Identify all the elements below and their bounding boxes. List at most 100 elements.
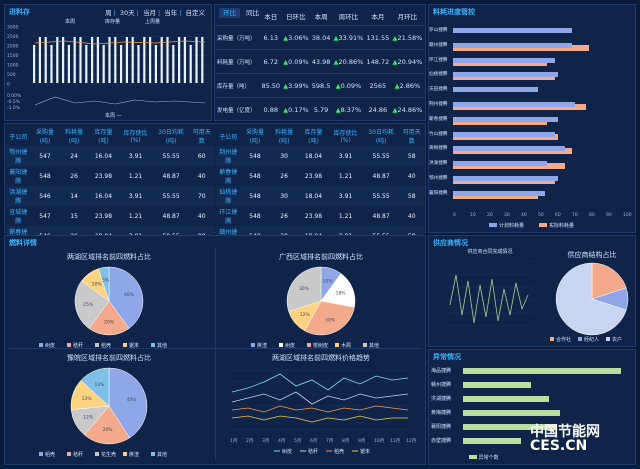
supplier-structure-pie: 供应商结构占比 合作社 经纪人 农户 <box>550 250 629 343</box>
table-row[interactable]: 蕲春捷腾 548 26 23.98 1.21 48.87 40 <box>216 166 424 186</box>
trend-bar <box>160 37 163 83</box>
progress-axis-tick: 40 <box>521 212 527 218</box>
trend-y-tick: 1500 <box>7 53 19 59</box>
company-name[interactable]: 仙桃捷腾 <box>216 186 241 206</box>
price-line-straw <box>231 391 409 405</box>
summary-cell-mr: ▲20.94% <box>390 49 424 74</box>
tab-30days[interactable]: 30天 <box>119 9 135 17</box>
trend-bar <box>137 45 140 83</box>
tab-week[interactable]: 周 <box>105 9 112 17</box>
pie-slice <box>108 266 144 329</box>
summary-cell-m: 148.72 <box>364 49 391 74</box>
summary-cell-wr: ▲20.86% <box>331 49 365 74</box>
up-arrow-icon: ▲ <box>392 33 398 42</box>
supplier-pie-title: 供应商结构占比 <box>568 250 617 259</box>
progress-plan-bar <box>453 146 566 152</box>
progress-actual-bar <box>453 163 566 170</box>
summary-row: 采购量（万吨） 6.13 ▲3.06% 38.04 ▲33.91% 131.55 ▲21.5… <box>216 25 424 50</box>
price-line-bark <box>231 373 409 393</box>
table-cell: 18.04 <box>298 186 329 206</box>
trend-bar <box>178 37 181 83</box>
table-cell: 548 <box>39 172 51 180</box>
table-header-cell: 可用天数 <box>402 129 421 145</box>
progress-company-label: 仙桃捷腾 <box>429 72 448 78</box>
table-cell: 30 <box>269 146 299 166</box>
trend-bar <box>33 45 36 83</box>
progress-actual-bar <box>453 104 586 110</box>
company-name[interactable]: 襄阳捷腾 <box>9 169 28 185</box>
trend-bar <box>172 45 175 83</box>
trend-bar <box>143 37 146 83</box>
compare-tabs: 环比 同比 <box>219 7 263 18</box>
price-legend-label: 锯末 <box>360 448 370 455</box>
summary-value: 库存量（吨） <box>217 83 251 90</box>
period-tabs: 周 | 30天 | 当月 | 当年 | 自定义 <box>105 9 206 17</box>
pie-legend-swatch <box>279 343 283 347</box>
company-name[interactable]: 环江捷腾 <box>219 209 238 225</box>
progress-title: 料耗进度管控 <box>433 8 475 16</box>
pie-slice <box>88 300 130 336</box>
table-header-cell: 子公司 <box>219 133 238 141</box>
tab-mom[interactable]: 环比 <box>219 8 240 18</box>
table-cell: 547 <box>30 146 60 166</box>
anomaly-company-label: 赣州捷腾 <box>431 382 452 388</box>
company-name[interactable]: 蕲春捷腾 <box>219 169 238 185</box>
tab-month[interactable]: 当月 <box>142 9 156 17</box>
table-cell: 1.21 <box>128 212 143 220</box>
summary-cell-d: 0.88 <box>260 97 282 121</box>
table-cell: 23.98 <box>304 172 323 180</box>
table-row[interactable]: 襄阳捷腾 548 26 23.98 1.21 48.87 40 <box>6 166 214 186</box>
summary-cell-dr: ▲0.09% <box>281 49 311 74</box>
table-cell: 3.91 <box>118 146 153 166</box>
tab-yoy[interactable]: 同比 <box>246 9 260 17</box>
legend-actual-label: 实际料耗量 <box>549 222 574 229</box>
progress-company-label: 黄梅捷腾 <box>429 146 448 152</box>
company-name[interactable]: 荆州捷腾 <box>216 146 241 166</box>
trend-bars <box>33 37 204 83</box>
pie-slice <box>80 367 110 407</box>
summary-cell-dr: ▲3.06% <box>281 25 311 50</box>
table-row[interactable]: 仙桃捷腾 548 30 18.04 3.91 55.55 58 <box>216 186 424 206</box>
company-table-left-header: 子公司 采购量(吨) 料耗量(吨) 库存量(吨) 库存使比(%) 30日均耗(吨) 可用天数 <box>6 126 214 146</box>
table-row[interactable]: 环江捷腾 548 26 23.98 1.21 48.87 40 <box>216 206 424 226</box>
fuel-panel: 燃料详情 <box>4 235 426 465</box>
progress-company-label: 沃田捷腾 <box>429 87 448 93</box>
table-cell: 3.91 <box>118 186 153 206</box>
up-arrow-icon: ▲ <box>333 57 339 66</box>
company-name[interactable]: 鄂州捷腾 <box>6 146 31 166</box>
table-header-cell: 采购量(吨) <box>35 129 54 145</box>
trend-bar <box>56 37 59 83</box>
progress-axis-tick: 50 <box>538 212 544 218</box>
trend-bar <box>44 37 47 83</box>
anomaly-bar <box>463 424 557 430</box>
summary-value: 148.72 <box>366 57 390 66</box>
table-cell: 48.87 <box>372 172 390 180</box>
anomaly-bar <box>463 382 532 388</box>
summary-cell-mr: ▲21.58% <box>390 25 424 50</box>
table-cell: 26 <box>70 172 78 180</box>
price-title: 两湖区域排名前四燃料价格趋势 <box>272 353 370 362</box>
table-row[interactable]: 宜城捷腾 547 15 23.98 1.21 48.87 40 <box>6 206 214 226</box>
pie1-title: 两湖区域排名前四燃料占比 <box>67 252 151 261</box>
summary-col-day: 本日 <box>264 13 278 21</box>
table-cell: 40 <box>407 172 416 180</box>
table-cell: 26 <box>280 212 288 220</box>
table-row[interactable]: 荆州捷腾 548 30 18.04 3.91 55.55 58 <box>216 146 424 166</box>
summary-row: 库存量（吨） 85.50 ▲3.99% 598.5 ▲0.09% 2565 ▲2.86% <box>216 73 424 98</box>
price-x-tick: 10月 <box>374 438 384 444</box>
price-x-tick: 8月 <box>342 438 349 444</box>
company-name[interactable]: 宜城捷腾 <box>9 209 28 225</box>
anomaly-title: 异常情况 <box>433 353 461 361</box>
pie-legend-swatch <box>123 343 127 347</box>
company-name[interactable]: 洪湖捷腾 <box>6 186 31 206</box>
table-cell: 3.91 <box>328 146 363 166</box>
table-cell: 16.04 <box>88 146 119 166</box>
price-x-tick: 11月 <box>390 438 400 444</box>
summary-cell-wr: ▲0.09% <box>331 73 365 98</box>
tab-custom[interactable]: 自定义 <box>185 9 206 17</box>
table-row[interactable]: 鄂州捷腾 547 24 16.04 3.91 55.55 60 <box>6 146 214 166</box>
price-x-tick: 3月 <box>262 438 269 444</box>
table-row[interactable]: 洪湖捷腾 546 14 16.04 3.91 55.55 70 <box>6 186 214 206</box>
table-cell: 3.91 <box>328 186 363 206</box>
tab-year[interactable]: 当年 <box>164 9 178 17</box>
